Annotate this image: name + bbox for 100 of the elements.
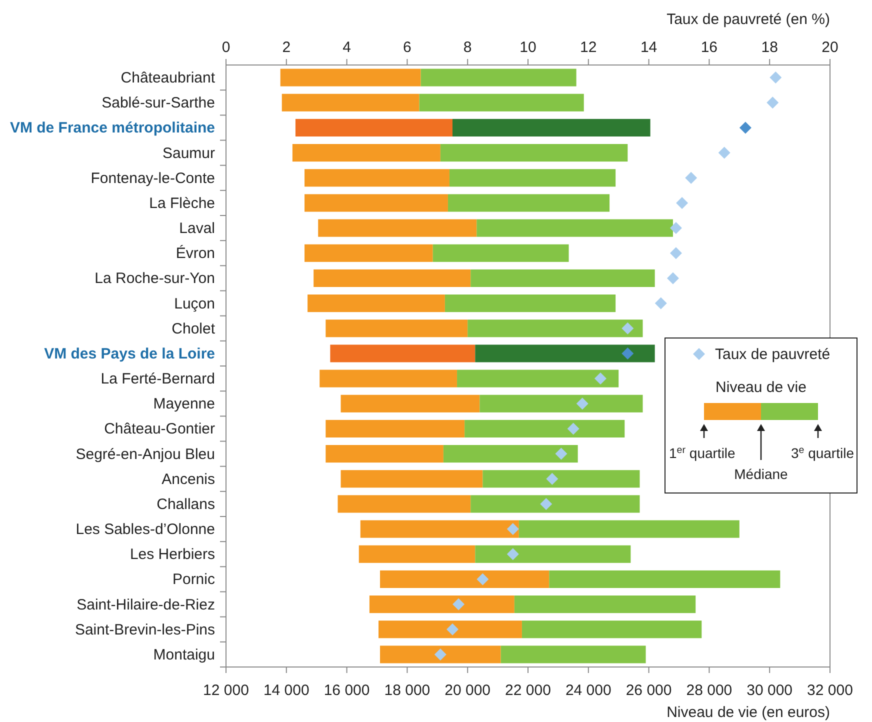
y-tick-label: Saumur bbox=[162, 144, 215, 162]
x-tick-label: 28 000 bbox=[686, 682, 732, 699]
x-axis-title: Niveau de vie (en euros) bbox=[666, 704, 830, 721]
x-tick-label: 12 000 bbox=[203, 682, 249, 699]
bar bbox=[440, 144, 628, 162]
y-tick-label: Saint-Brevin-les-Pins bbox=[74, 621, 215, 638]
bar bbox=[282, 94, 420, 112]
y-tick-label: Château-Gontier bbox=[104, 420, 215, 438]
x2-tick-label: 12 bbox=[580, 39, 597, 56]
x-tick-label: 16 000 bbox=[324, 682, 370, 699]
point bbox=[506, 548, 519, 560]
y-tick-label: Pornic bbox=[172, 571, 216, 588]
bar bbox=[476, 219, 673, 237]
y-tick-label: Challans bbox=[156, 496, 215, 513]
bar bbox=[340, 470, 483, 488]
point bbox=[766, 96, 779, 109]
x2-axis-title: Taux de pauvreté (en %) bbox=[666, 11, 830, 28]
bar bbox=[326, 320, 468, 338]
x-tick-label: 22 000 bbox=[505, 682, 551, 699]
bar bbox=[320, 370, 458, 388]
point bbox=[670, 222, 682, 234]
x2-tick-label: 4 bbox=[342, 39, 351, 56]
bar bbox=[304, 194, 448, 212]
x-tick-label: 32 000 bbox=[807, 682, 853, 699]
y-tick-label: Châteaubriant bbox=[120, 70, 216, 87]
point bbox=[676, 196, 688, 209]
bar bbox=[518, 520, 740, 538]
y-tick-label: Fontenay-le-Conte bbox=[90, 170, 215, 187]
y-tick-label: Montaigu bbox=[153, 646, 215, 664]
x2-tick-label: 18 bbox=[761, 39, 778, 56]
y-tick-label: Les Sables-d’Olonne bbox=[76, 521, 215, 538]
bar bbox=[432, 244, 569, 262]
point bbox=[540, 498, 552, 510]
point bbox=[567, 422, 580, 435]
point bbox=[555, 448, 568, 460]
bar bbox=[295, 118, 452, 136]
bar bbox=[280, 68, 421, 86]
annotation: Médiane bbox=[734, 466, 788, 482]
x-tick-label: 14 000 bbox=[263, 682, 310, 699]
y-tick-label: Segré-en-Anjou Bleu bbox=[76, 446, 215, 463]
point bbox=[739, 122, 752, 134]
bar bbox=[340, 394, 480, 412]
y-tick-label: Cholet bbox=[172, 320, 216, 338]
point bbox=[666, 272, 679, 284]
bar bbox=[470, 269, 655, 287]
bar bbox=[304, 244, 433, 262]
bar bbox=[444, 294, 616, 312]
bar bbox=[360, 520, 519, 538]
bar bbox=[514, 596, 696, 614]
point bbox=[622, 347, 634, 360]
bar bbox=[358, 545, 476, 563]
point bbox=[576, 398, 588, 410]
bar bbox=[326, 445, 444, 463]
bar bbox=[475, 545, 631, 563]
point bbox=[476, 573, 489, 586]
bar bbox=[326, 420, 465, 438]
y-tick-label: VM de France métropolitaine bbox=[10, 120, 215, 137]
bar bbox=[378, 620, 522, 638]
y-tick-label: La Ferté-Bernard bbox=[100, 370, 215, 388]
point bbox=[622, 322, 634, 334]
y-tick-label: Évron bbox=[176, 244, 215, 262]
bar bbox=[318, 219, 477, 237]
bar bbox=[369, 596, 514, 614]
x2-tick-label: 2 bbox=[282, 39, 291, 56]
x2-tick-label: 6 bbox=[403, 39, 412, 56]
point bbox=[506, 523, 519, 536]
y-tick-label: La Roche-sur-Yon bbox=[94, 270, 215, 288]
y-tick-label: VM des Pays de la Loire bbox=[44, 345, 215, 362]
x-tick-label: 26 000 bbox=[626, 682, 672, 699]
bar bbox=[549, 570, 780, 588]
bar bbox=[449, 169, 616, 187]
point bbox=[654, 297, 667, 310]
bar bbox=[452, 118, 650, 136]
point bbox=[670, 247, 682, 260]
bar bbox=[420, 68, 576, 86]
y-tick-label: Laval bbox=[179, 220, 215, 238]
bar bbox=[468, 320, 643, 338]
x-tick-label: 24 000 bbox=[565, 682, 612, 699]
bar bbox=[500, 646, 646, 664]
y-tick-label: Saint-Hilaire-de-Riez bbox=[76, 596, 215, 614]
bar bbox=[470, 495, 640, 513]
annotation: 1$^{er}$ quartile bbox=[669, 444, 736, 461]
y-tick-label: La Flèche bbox=[149, 194, 215, 212]
bar bbox=[314, 269, 471, 287]
y-tick-label: Luçon bbox=[174, 295, 215, 312]
point bbox=[685, 172, 698, 184]
x2-tick-label: 8 bbox=[463, 39, 472, 56]
point bbox=[546, 472, 558, 485]
y-tick-label: Les Herbiers bbox=[130, 546, 215, 564]
x-tick-label: 30 000 bbox=[746, 682, 793, 699]
x-tick-label: 18 000 bbox=[384, 682, 430, 699]
bar bbox=[522, 620, 702, 638]
bar bbox=[448, 194, 610, 212]
bar bbox=[464, 420, 625, 438]
bar bbox=[338, 495, 471, 513]
bar bbox=[380, 646, 501, 664]
x2-tick-label: 14 bbox=[640, 39, 658, 56]
point bbox=[452, 598, 465, 610]
bar bbox=[308, 294, 445, 312]
point bbox=[718, 146, 730, 159]
